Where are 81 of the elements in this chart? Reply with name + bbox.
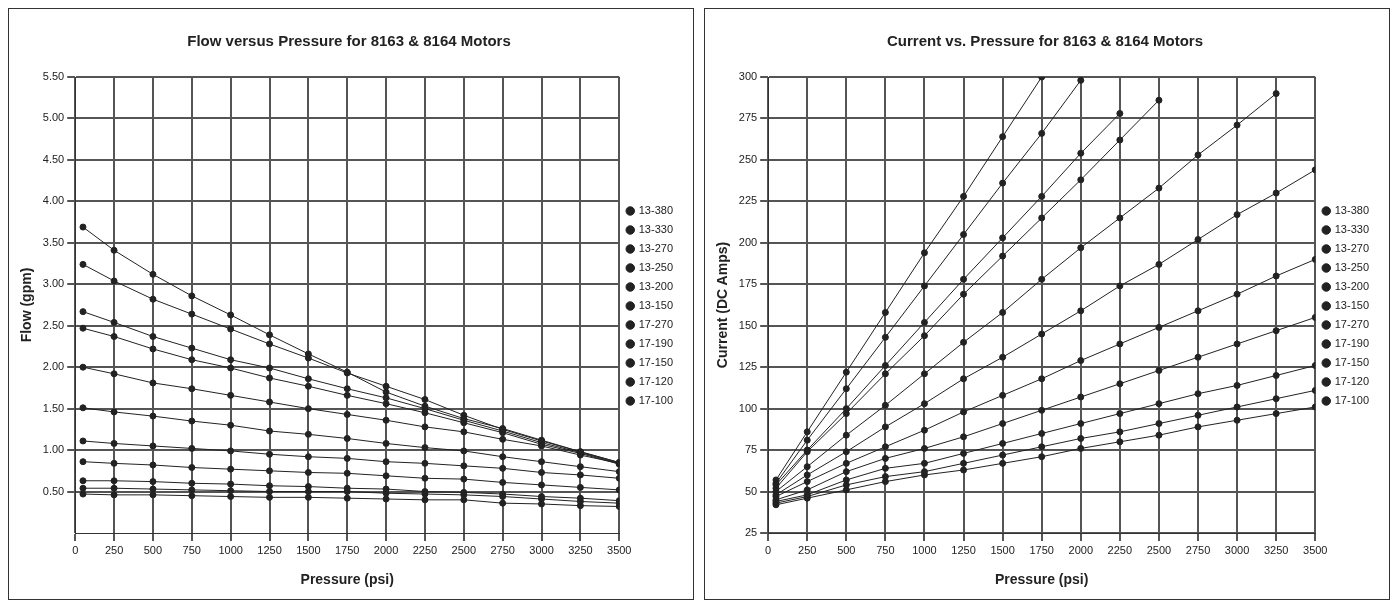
legend-label: 17-100 — [638, 394, 674, 407]
x-tick-label: 750 — [876, 543, 895, 556]
y-tick-label: 3.50 — [42, 235, 65, 248]
x-tick-label: 2500 — [1146, 543, 1172, 556]
y-tick-label: 4.50 — [42, 152, 65, 165]
y-axis-title: Current (DC Amps) — [714, 241, 731, 369]
x-tick-label: 1750 — [1029, 543, 1054, 556]
x-tick-label: 2000 — [1068, 543, 1094, 556]
x-tick-label: 1500 — [990, 543, 1015, 556]
chart-title: Flow versus Pressure for 8163 & 8164 Motors — [187, 32, 511, 50]
legend-label: 17-270 — [638, 318, 674, 331]
chart-title: Current vs. Pressure for 8163 & 8164 Motors — [887, 32, 1203, 50]
y-tick-label: 150 — [738, 318, 758, 331]
x-tick-label: 2750 — [490, 543, 515, 556]
y-tick-label: 100 — [738, 401, 758, 414]
x-tick-label: 1500 — [296, 543, 321, 556]
y-tick-label: 5.00 — [42, 111, 65, 124]
x-tick-label: 1000 — [912, 543, 937, 556]
x-tick-label: 1250 — [257, 543, 282, 556]
y-tick-label: 275 — [738, 111, 758, 124]
legend-label: 17-150 — [1334, 356, 1370, 369]
y-tick-label: 3.00 — [42, 277, 65, 290]
x-tick-label: 3000 — [1224, 543, 1250, 556]
legend-label: 17-100 — [1334, 394, 1370, 407]
x-tick-label: 2250 — [412, 543, 438, 556]
legend-label: 17-270 — [1334, 318, 1370, 331]
y-tick-label: 4.00 — [42, 194, 65, 207]
legend-label: 13-150 — [638, 299, 674, 312]
x-tick-label: 750 — [182, 543, 201, 556]
y-tick-label: 250 — [738, 152, 758, 165]
x-axis-title: Pressure (psi) — [995, 571, 1089, 588]
y-tick-label: 50 — [744, 484, 758, 497]
y-tick-label: 1.50 — [42, 401, 65, 414]
y-tick-label: 175 — [738, 277, 758, 290]
x-tick-label: 3250 — [1263, 543, 1289, 556]
y-axis-title: Flow (gpm) — [18, 267, 35, 343]
y-tick-label: 2.00 — [42, 360, 65, 373]
x-tick-label: 3500 — [607, 543, 632, 556]
x-tick-label: 2000 — [373, 543, 399, 556]
x-tick-label: 0 — [72, 543, 79, 556]
legend-label: 17-120 — [638, 375, 674, 388]
x-tick-label: 0 — [765, 543, 772, 556]
x-tick-label: 1250 — [951, 543, 976, 556]
y-tick-label: 200 — [738, 235, 758, 248]
x-tick-label: 250 — [104, 543, 124, 556]
x-tick-label: 250 — [798, 543, 817, 556]
legend-label: 17-150 — [638, 356, 674, 369]
x-tick-label: 2750 — [1185, 543, 1211, 556]
y-tick-label: 300 — [738, 70, 758, 83]
legend-label: 13-250 — [638, 261, 674, 274]
legend-label: 13-380 — [1334, 204, 1370, 217]
legend-label: 13-330 — [638, 223, 674, 236]
y-tick-label: 225 — [738, 194, 758, 207]
legend-label: 13-270 — [1334, 242, 1370, 255]
x-tick-label: 3250 — [568, 543, 593, 556]
x-axis-title: Pressure (psi) — [300, 571, 394, 588]
x-tick-label: 1750 — [334, 543, 360, 556]
legend-label: 13-150 — [1334, 299, 1370, 312]
x-tick-label: 3000 — [529, 543, 554, 556]
legend-label: 17-120 — [1334, 375, 1370, 388]
legend-label: 13-380 — [638, 204, 674, 217]
legend-label: 17-190 — [1334, 337, 1370, 350]
x-tick-label: 2500 — [451, 543, 477, 556]
y-tick-label: 75 — [744, 443, 758, 456]
y-tick-label: 1.00 — [42, 443, 65, 456]
legend-label: 13-270 — [638, 242, 674, 255]
y-tick-label: 0.50 — [42, 484, 65, 497]
x-tick-label: 1000 — [218, 543, 243, 556]
y-tick-label: 125 — [738, 360, 758, 373]
y-tick-label: 25 — [744, 526, 758, 539]
y-tick-label: 5.50 — [42, 70, 65, 83]
x-tick-label: 500 — [837, 543, 856, 556]
y-tick-label: 2.50 — [42, 318, 65, 331]
legend-label: 13-200 — [638, 280, 674, 293]
x-tick-label: 3500 — [1303, 543, 1328, 556]
x-tick-label: 500 — [143, 543, 163, 556]
legend-label: 13-200 — [1334, 280, 1370, 293]
legend-label: 17-190 — [638, 337, 674, 350]
legend-label: 13-330 — [1334, 223, 1370, 236]
x-tick-label: 2250 — [1107, 543, 1133, 556]
legend-label: 13-250 — [1334, 261, 1370, 274]
